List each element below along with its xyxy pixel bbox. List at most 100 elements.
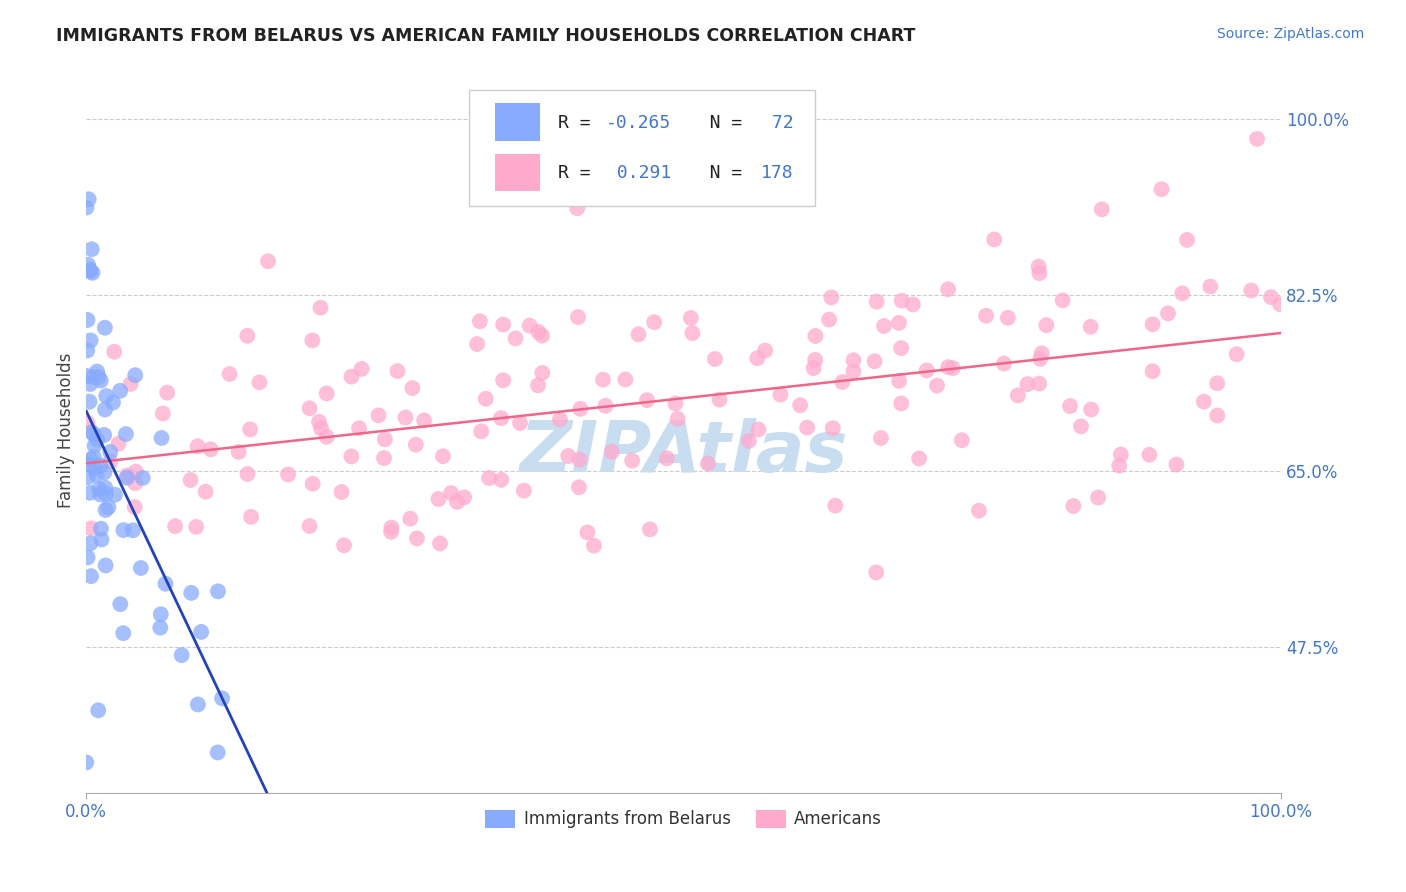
Point <box>399 512 422 526</box>
Point <box>1199 279 1222 293</box>
Point <box>614 372 637 386</box>
Point <box>380 520 402 534</box>
Text: N =: N = <box>678 113 754 132</box>
Point <box>915 363 938 377</box>
Point <box>1240 284 1263 298</box>
Point <box>86 433 108 447</box>
Text: N =: N = <box>678 164 754 182</box>
Point <box>207 584 229 599</box>
Point <box>87 703 110 717</box>
Point <box>107 436 129 450</box>
Point <box>101 395 124 409</box>
Point <box>1206 409 1229 423</box>
Point <box>80 569 103 583</box>
Point <box>709 392 731 407</box>
Point <box>595 399 617 413</box>
Point <box>373 451 395 466</box>
Point <box>82 370 104 384</box>
Point <box>531 366 554 380</box>
Point <box>592 373 614 387</box>
Point <box>156 385 179 400</box>
Point <box>681 326 703 340</box>
Point <box>87 370 110 384</box>
Point <box>950 434 973 448</box>
Y-axis label: Family Households: Family Households <box>58 353 75 508</box>
Point <box>170 648 193 662</box>
Point <box>1028 376 1050 391</box>
Point <box>110 597 132 611</box>
Point <box>87 482 110 496</box>
Point <box>1028 266 1050 280</box>
Point <box>236 467 259 481</box>
Point <box>548 412 571 426</box>
Point <box>576 525 599 540</box>
Point <box>491 473 513 487</box>
Point <box>1028 260 1050 274</box>
Point <box>333 538 356 552</box>
Text: 178: 178 <box>761 164 793 182</box>
Point <box>679 311 702 326</box>
Point <box>513 483 536 498</box>
Point <box>429 536 451 550</box>
Point <box>86 467 108 482</box>
Point <box>489 411 512 425</box>
Point <box>600 444 623 458</box>
Point <box>301 476 323 491</box>
Point <box>239 422 262 436</box>
Point <box>974 309 997 323</box>
Point <box>120 376 142 391</box>
Point <box>820 290 842 304</box>
Point <box>80 425 103 440</box>
Point <box>568 452 591 467</box>
Point <box>90 374 112 388</box>
Point <box>1029 351 1052 366</box>
Point <box>298 519 321 533</box>
Text: IMMIGRANTS FROM BELARUS VS AMERICAN FAMILY HOUSEHOLDS CORRELATION CHART: IMMIGRANTS FROM BELARUS VS AMERICAN FAMI… <box>56 27 915 45</box>
Point <box>108 384 131 398</box>
Point <box>79 376 101 391</box>
Point <box>187 439 209 453</box>
Point <box>93 428 115 442</box>
Point <box>298 401 321 416</box>
Point <box>1062 499 1084 513</box>
Point <box>1108 458 1130 473</box>
Point <box>94 481 117 495</box>
Text: 0.291: 0.291 <box>606 164 671 182</box>
Point <box>83 450 105 464</box>
Point <box>330 485 353 500</box>
Point <box>186 520 208 534</box>
Point <box>432 450 454 464</box>
Point <box>621 453 644 467</box>
Point <box>86 365 108 379</box>
Point <box>478 471 501 485</box>
Point <box>350 362 373 376</box>
Point <box>80 521 103 535</box>
Point <box>890 293 912 308</box>
Point <box>754 343 776 358</box>
Point <box>89 487 111 501</box>
Point <box>93 466 115 480</box>
Point <box>567 310 589 325</box>
Point <box>150 431 173 445</box>
Point <box>406 532 429 546</box>
Point <box>340 369 363 384</box>
Point <box>666 412 689 426</box>
Point <box>1226 347 1249 361</box>
Point <box>468 314 491 328</box>
Point <box>83 461 105 475</box>
Point <box>249 376 271 390</box>
Point <box>211 691 233 706</box>
Point <box>79 486 101 500</box>
Point <box>401 381 423 395</box>
Point <box>315 386 337 401</box>
Point <box>1035 318 1057 333</box>
Point <box>470 425 492 439</box>
Point <box>936 282 959 296</box>
Point <box>887 316 910 330</box>
Point <box>890 396 912 410</box>
Point <box>180 586 202 600</box>
Point <box>664 396 686 410</box>
Point <box>1080 319 1102 334</box>
Point <box>704 352 727 367</box>
Point <box>76 343 98 358</box>
